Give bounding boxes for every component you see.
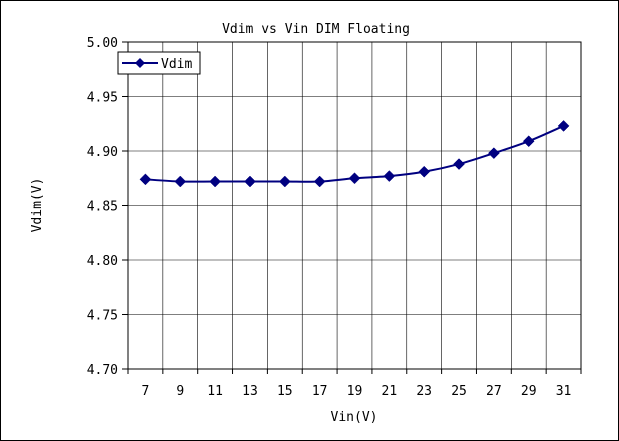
- x-tick-label: 11: [207, 384, 223, 399]
- y-tick-label: 4.80: [87, 254, 118, 269]
- data-point-vdim: [139, 173, 152, 186]
- data-point-vdim: [348, 172, 361, 185]
- x-tick-label: 17: [312, 384, 328, 399]
- y-tick-label: 4.95: [87, 91, 118, 106]
- data-point-vdim: [278, 175, 291, 188]
- data-point-vdim: [522, 135, 535, 148]
- x-tick-label: 13: [242, 384, 258, 399]
- data-point-vdim: [209, 175, 221, 188]
- x-tick-label: 15: [277, 384, 293, 399]
- x-tick-label: 7: [142, 384, 150, 399]
- data-point-vdim: [418, 165, 431, 178]
- x-tick-label: 25: [451, 384, 467, 399]
- legend-marker-vdim: [135, 58, 145, 68]
- chart-title: Vdim vs Vin DIM Floating: [222, 22, 410, 37]
- axes: 4.70 4.75 4.80 4.85 4.90 4.95 5.00 7 9 11 13 15 17 19…: [87, 36, 582, 399]
- x-tick-label: 29: [521, 384, 537, 399]
- data-point-vdim: [174, 175, 187, 188]
- series-vdim: [139, 120, 570, 188]
- y-tick-label: 5.00: [87, 36, 118, 51]
- x-tick-label: 9: [176, 384, 184, 399]
- y-tick-label: 4.75: [87, 309, 118, 324]
- grid-lines: [128, 42, 581, 369]
- legend: Vdim: [117, 51, 201, 75]
- legend-label-vdim: Vdim: [161, 57, 192, 72]
- y-tick-label: 4.70: [87, 363, 118, 378]
- x-tick-label: 27: [486, 384, 502, 399]
- x-tick-label: 31: [556, 384, 572, 399]
- data-point-vdim: [453, 158, 465, 170]
- x-tick-label: 23: [416, 384, 432, 399]
- data-point-vdim: [244, 175, 256, 188]
- data-point-vdim: [488, 147, 500, 160]
- y-tick-label: 4.90: [87, 145, 118, 160]
- x-tick-label: 21: [382, 384, 398, 399]
- legend-box: [117, 51, 201, 75]
- x-axis-label: Vin(V): [331, 410, 378, 425]
- data-point-vdim: [383, 170, 396, 182]
- y-tick-label: 4.85: [87, 200, 118, 215]
- y-axis-label: Vdim(V): [30, 178, 45, 233]
- x-tick-label: 19: [347, 384, 363, 399]
- data-point-vdim: [313, 175, 326, 188]
- data-point-vdim: [557, 120, 570, 132]
